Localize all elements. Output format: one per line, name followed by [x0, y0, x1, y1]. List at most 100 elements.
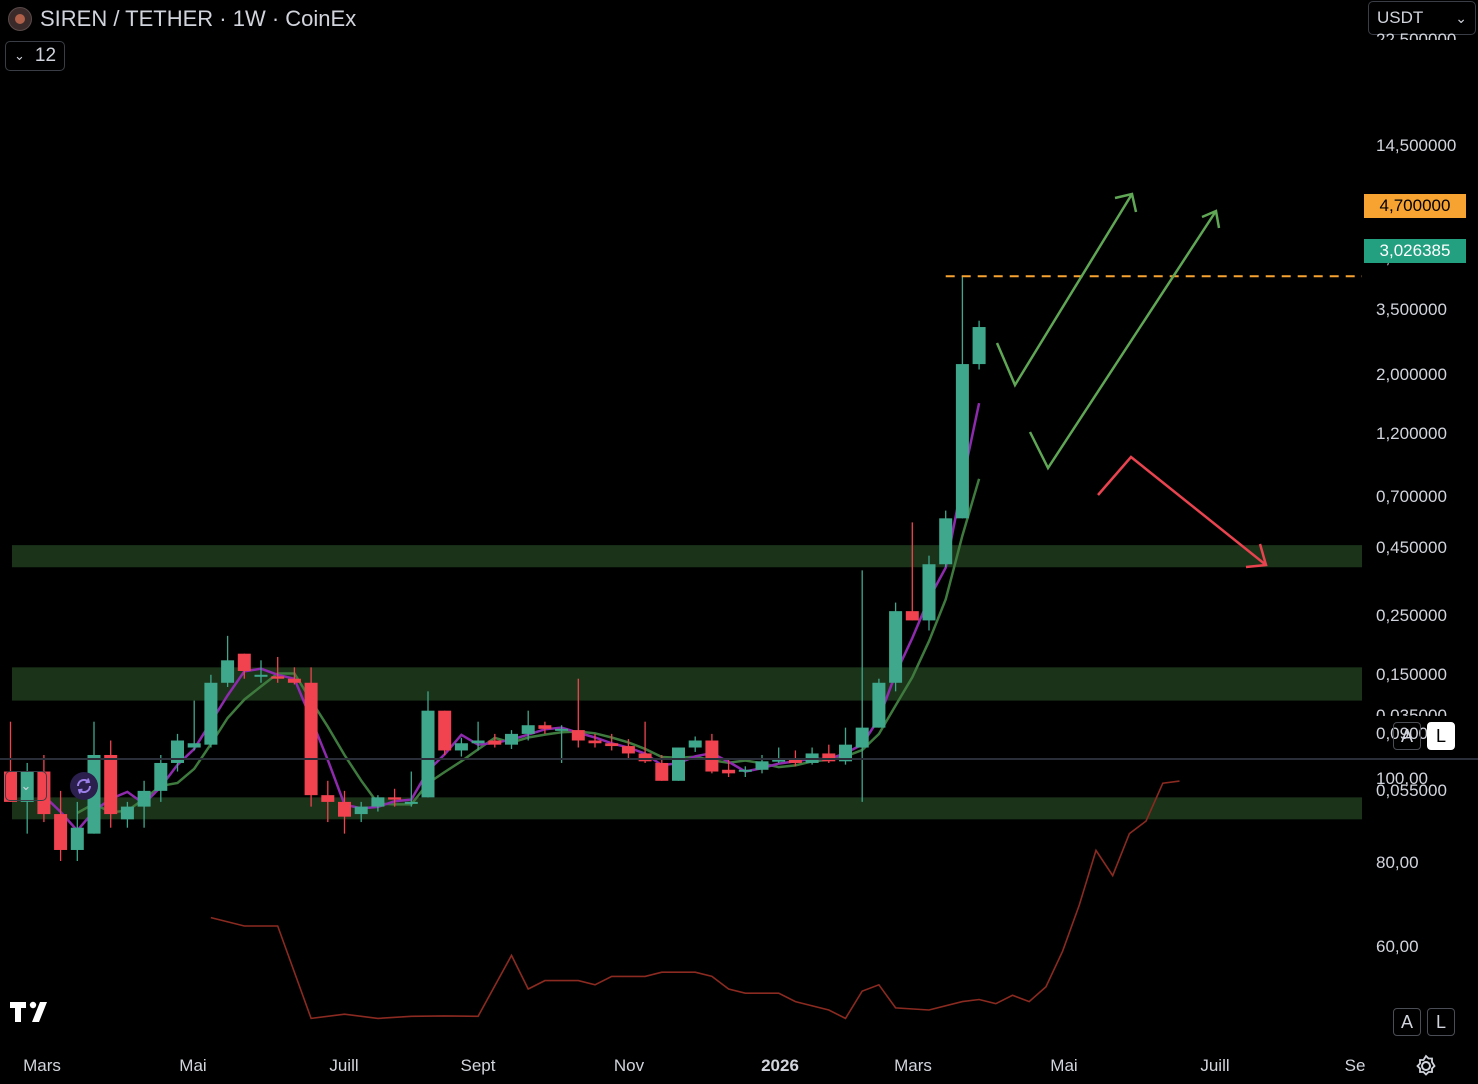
price-axis-label: 0,150000 [1376, 664, 1447, 684]
indicator-count: 12 [34, 45, 57, 66]
symbol-header[interactable]: SIREN / TETHER · 1W · CoinEx [8, 4, 356, 34]
candle-body [70, 827, 84, 850]
candle-body [354, 806, 368, 815]
candle-body [187, 743, 201, 748]
time-axis-label: 2026 [761, 1056, 799, 1075]
candle-body [221, 660, 235, 683]
candle-body [371, 797, 385, 807]
candle-body [672, 747, 685, 781]
pane-divider[interactable] [0, 758, 1478, 760]
price-axis-label: 2,000000 [1376, 365, 1447, 385]
candle-body [788, 759, 802, 763]
rsi-log-scale-button[interactable]: L [1427, 1008, 1455, 1036]
candle-body [621, 746, 635, 754]
support-zone-1 [12, 545, 1362, 568]
support-zone-3 [12, 797, 1362, 820]
candle-body [271, 676, 285, 679]
candle-body [705, 740, 719, 772]
time-axis-label: Mai [1050, 1056, 1078, 1075]
candle-body [955, 364, 969, 519]
time-axis-label: Nov [613, 1056, 645, 1075]
candle-body [772, 759, 786, 762]
candle-body [104, 754, 118, 815]
candle-body [488, 740, 502, 745]
rsi-axis-label: 80,00 [1376, 853, 1419, 872]
price-axis-label: 0,055000 [1376, 780, 1447, 800]
auto-scale-button[interactable]: A [1393, 722, 1421, 750]
price-axis-label: 0,700000 [1376, 486, 1447, 506]
price-axis-label: 3,500000 [1376, 300, 1447, 320]
candle-body [588, 740, 602, 744]
rsi-pane-toggle-button[interactable]: ⌄ [5, 771, 47, 801]
candle-body [54, 814, 68, 850]
candle-body [688, 740, 702, 748]
candle-body [204, 682, 218, 745]
tradingview-logo-icon[interactable] [8, 998, 56, 1031]
price-axis-label: 1,200000 [1376, 424, 1447, 444]
current-price-tag: 3,026385 [1364, 239, 1466, 263]
candle-body [438, 710, 452, 751]
candle-body [555, 728, 569, 731]
candle-body [388, 797, 402, 800]
candle-body [304, 682, 318, 796]
candle-body [154, 762, 168, 791]
candle-body [755, 761, 769, 770]
chevron-down-icon: ⌄ [1455, 9, 1467, 26]
indicators-toggle-button[interactable]: ⌄ 12 [5, 41, 65, 71]
price-axis-label: 0,450000 [1376, 537, 1447, 557]
candle-body [538, 725, 552, 729]
candle-body [254, 674, 268, 677]
candle-body [655, 762, 669, 781]
time-axis-label: Mai [179, 1056, 207, 1075]
candle-body [338, 801, 351, 817]
candle-body [237, 653, 251, 671]
candle-body [37, 771, 51, 815]
arrowhead-icon [1201, 209, 1221, 229]
time-axis-label: Se [1344, 1056, 1366, 1075]
candle-body [287, 678, 301, 683]
price-axis-label: 0,250000 [1376, 605, 1447, 625]
candle-body [4, 771, 17, 802]
log-scale-button[interactable]: L [1427, 722, 1455, 750]
time-axis-label: Mars [894, 1056, 932, 1075]
rsi-axis-label: 100,00 [1376, 769, 1428, 788]
target-price-tag: 4,700000 [1364, 194, 1466, 218]
symbol-title: SIREN / TETHER · 1W · CoinEx [40, 6, 357, 31]
candle-body [738, 769, 752, 772]
settings-icon[interactable] [1413, 1053, 1439, 1084]
candle-body [889, 611, 903, 683]
rsi-auto-scale-button[interactable]: A [1393, 1008, 1421, 1036]
sync-icon[interactable] [70, 772, 98, 800]
fast-moving-average-line [43, 402, 981, 833]
time-axis-label: Juill [1200, 1056, 1230, 1075]
candle-body [722, 769, 736, 774]
candle-body [905, 611, 919, 621]
candle-body [839, 744, 852, 762]
candle-body [505, 733, 518, 745]
candle-body [20, 771, 34, 802]
candle-body [638, 753, 652, 762]
time-axis-label: Mars [23, 1056, 61, 1075]
arrowhead-icon [1245, 543, 1268, 569]
time-axis-label: Juill [329, 1056, 359, 1075]
chevron-down-icon: ⌄ [13, 48, 25, 63]
arrowhead-icon [1114, 192, 1138, 213]
candle-body [404, 801, 418, 804]
price-axis-label: 22,500000 [1376, 30, 1457, 40]
slow-moving-average-line [76, 478, 981, 815]
chevron-down-icon: ⌄ [20, 778, 32, 793]
coin-logo-icon [8, 7, 32, 31]
candle-body [421, 710, 435, 798]
candle-body [605, 743, 619, 747]
rsi-axis-label: 60,00 [1376, 937, 1419, 956]
candle-body [137, 790, 151, 807]
candle-body [972, 327, 986, 365]
currency-select[interactable]: USDT ⌄ [1368, 1, 1476, 35]
candle-body [922, 564, 936, 621]
candle-body [171, 740, 184, 763]
candle-body [471, 740, 485, 744]
candle-body [855, 727, 869, 748]
time-axis-label: Sept [460, 1056, 496, 1075]
candle-body [454, 743, 468, 751]
